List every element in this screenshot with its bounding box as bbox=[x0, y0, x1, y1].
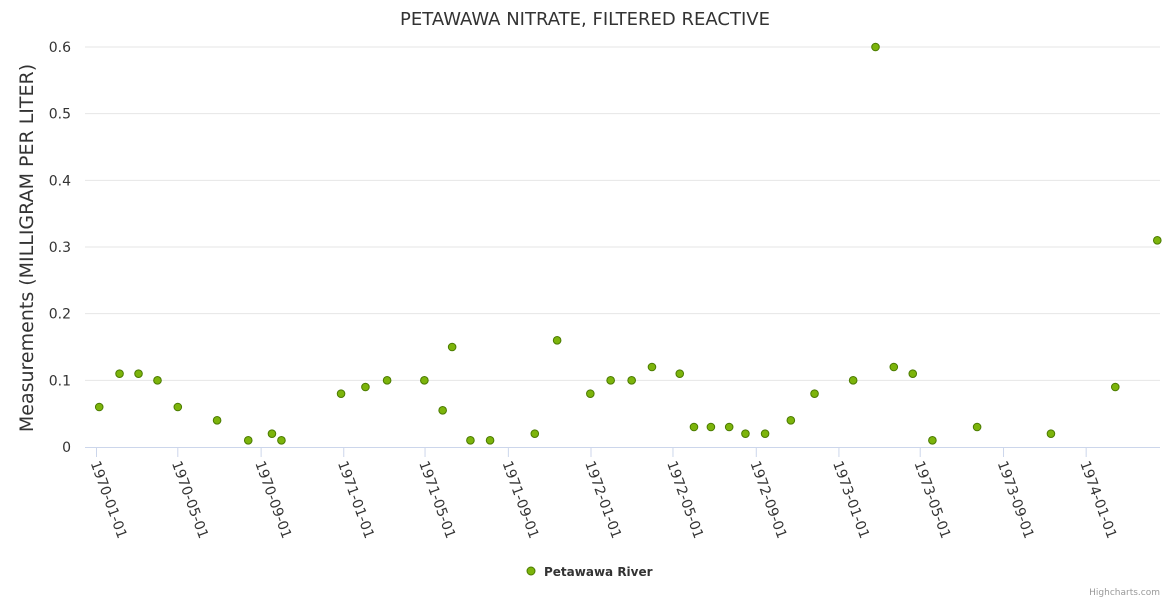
data-point[interactable] bbox=[94, 402, 104, 412]
data-point[interactable] bbox=[675, 369, 685, 378]
x-tick-label: 1972-01-01 bbox=[581, 459, 624, 541]
data-point[interactable] bbox=[243, 436, 253, 445]
x-tick-label: 1972-09-01 bbox=[747, 459, 790, 541]
x-tick-label: 1971-01-01 bbox=[334, 459, 377, 541]
data-point[interactable] bbox=[810, 389, 819, 398]
data-point[interactable] bbox=[267, 429, 277, 438]
x-tick-label: 1973-09-01 bbox=[994, 459, 1037, 541]
data-point[interactable] bbox=[153, 376, 162, 385]
x-axis: 1970-01-01 1970-05-01 1970-09-01 1971-01-01… bbox=[85, 447, 1160, 541]
data-point[interactable] bbox=[972, 422, 982, 432]
y-tick-label: 0 bbox=[62, 440, 71, 456]
data-point[interactable] bbox=[1152, 236, 1162, 245]
y-tick-label: 0.4 bbox=[49, 173, 71, 189]
data-point[interactable] bbox=[889, 362, 899, 372]
x-tick-label: 1970-01-01 bbox=[87, 459, 130, 541]
data-point[interactable] bbox=[760, 429, 770, 438]
data-points bbox=[94, 42, 1162, 445]
data-point[interactable] bbox=[115, 369, 124, 378]
data-point[interactable] bbox=[438, 406, 447, 415]
data-point[interactable] bbox=[485, 436, 495, 445]
data-point[interactable] bbox=[689, 422, 699, 432]
x-tick-label: 1973-01-01 bbox=[829, 459, 872, 541]
x-tick-label: 1974-01-01 bbox=[1076, 459, 1119, 541]
x-tick-label: 1973-05-01 bbox=[910, 459, 953, 541]
data-point[interactable] bbox=[1046, 429, 1056, 438]
data-point[interactable] bbox=[173, 402, 183, 412]
data-point[interactable] bbox=[1110, 382, 1120, 392]
data-point[interactable] bbox=[420, 376, 429, 385]
data-point[interactable] bbox=[724, 422, 734, 432]
y-tick-label: 0.2 bbox=[49, 307, 71, 323]
grid-lines bbox=[85, 46, 1160, 381]
data-point[interactable] bbox=[447, 342, 457, 352]
data-point[interactable] bbox=[848, 376, 858, 385]
data-point[interactable] bbox=[928, 436, 937, 445]
x-tick-label: 1971-05-01 bbox=[415, 459, 458, 541]
legend-label: Petawawa River bbox=[544, 565, 653, 579]
data-point[interactable] bbox=[786, 416, 796, 425]
chart-title: PETAWAWA NITRATE, FILTERED REACTIVE bbox=[400, 9, 770, 30]
legend-marker-icon bbox=[526, 566, 536, 576]
data-point[interactable] bbox=[382, 376, 392, 385]
data-point[interactable] bbox=[336, 389, 346, 398]
data-point[interactable] bbox=[871, 42, 880, 52]
data-point[interactable] bbox=[606, 376, 615, 385]
y-axis-ticks: 0 0.1 0.2 0.3 0.4 0.5 0.6 bbox=[49, 40, 71, 456]
data-point[interactable] bbox=[466, 436, 475, 445]
data-point[interactable] bbox=[134, 369, 143, 378]
x-tick-label: 1971-09-01 bbox=[499, 459, 542, 541]
y-axis-title: Measurements (MILLIGRAM PER LITER) bbox=[16, 64, 38, 432]
data-point[interactable] bbox=[627, 376, 636, 385]
x-tick-label: 1972-05-01 bbox=[663, 459, 706, 541]
data-point[interactable] bbox=[908, 369, 918, 378]
data-point[interactable] bbox=[552, 336, 562, 345]
data-point[interactable] bbox=[706, 422, 716, 432]
data-point[interactable] bbox=[277, 436, 286, 445]
y-tick-label: 0.3 bbox=[49, 240, 71, 256]
data-point[interactable] bbox=[361, 382, 370, 392]
credits-link[interactable]: Highcharts.com bbox=[1089, 588, 1160, 598]
y-tick-label: 0.1 bbox=[49, 373, 71, 389]
y-tick-label: 0.6 bbox=[49, 40, 71, 56]
legend-item-petawawa-river[interactable]: Petawawa River bbox=[526, 565, 653, 579]
data-point[interactable] bbox=[741, 429, 750, 438]
data-point[interactable] bbox=[586, 389, 595, 398]
data-point[interactable] bbox=[647, 362, 657, 372]
data-point[interactable] bbox=[212, 416, 222, 425]
x-tick-label: 1970-09-01 bbox=[251, 459, 294, 541]
y-tick-label: 0.5 bbox=[49, 107, 71, 123]
data-point[interactable] bbox=[530, 429, 540, 438]
x-tick-label: 1970-05-01 bbox=[168, 459, 211, 541]
